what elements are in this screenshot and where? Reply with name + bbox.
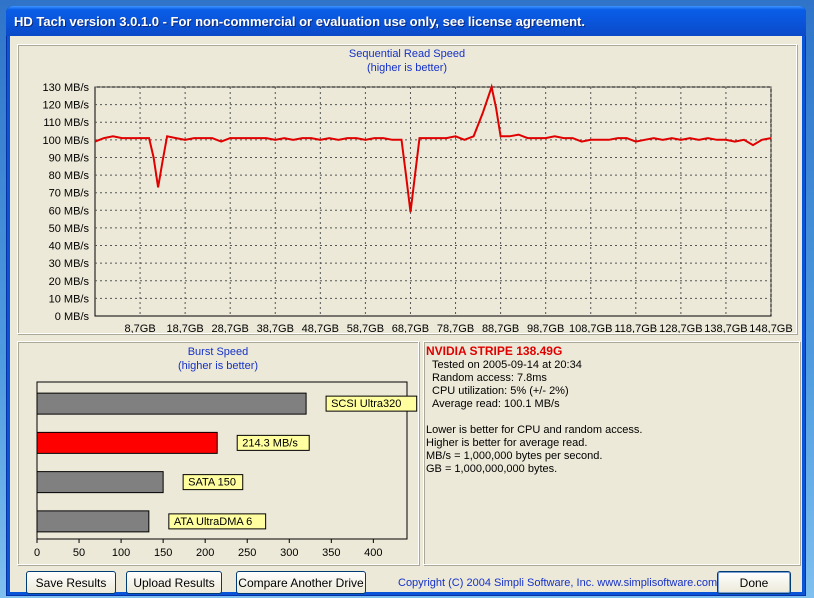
sequential-y-tick-label: 90 MB/s (49, 152, 90, 164)
sequential-subtitle-text: (higher is better) (366, 62, 448, 74)
title-bar[interactable]: HD Tach version 3.0.1.0 - For non-commer… (6, 6, 806, 36)
sequential-x-tick-label: 78,7GB (437, 323, 474, 333)
sequential-x-tick-label: 148,7GB (749, 323, 792, 333)
burst-x-tick-label: 350 (322, 547, 340, 559)
note-mbs-definition: MB/s = 1,000,000 bytes per second. (426, 450, 603, 462)
sequential-title-text: Sequential Read Speed (348, 48, 466, 60)
sequential-x-tick-label: 8,7GB (124, 323, 155, 333)
burst-x-tick-label: 250 (238, 547, 256, 559)
burst-bar-label: SATA 150 (188, 477, 236, 489)
sequential-read-series-line (94, 83, 772, 213)
sequential-y-tick-label: 120 MB/s (43, 100, 90, 112)
burst-bar-label-box (168, 513, 267, 530)
burst-chart-title: Burst Speed (higher is better) (18, 345, 418, 373)
burst-bar (36, 392, 307, 415)
sequential-y-tick-label: 20 MB/s (49, 276, 90, 288)
burst-bar-label: SCSI Ultra320 (331, 398, 401, 410)
burst-bar-label-box (236, 434, 310, 451)
tested-date: Tested on 2005-09-14 at 20:34 (432, 359, 582, 371)
results-info-panel: NVIDIA STRIPE 138.49G Tested on 2005-09-… (423, 341, 800, 565)
burst-speed-panel: Burst Speed (higher is better) 0 50 100 150… (17, 341, 419, 565)
sequential-y-tick-label: 10 MB/s (49, 293, 90, 305)
burst-x-tick-label: 0 (34, 547, 40, 559)
client-area: Sequential Read Speed (higher is better)… (10, 36, 802, 594)
sequential-chart-title: Sequential Read Speed (higher is better) (18, 47, 796, 75)
sequential-y-tick-label: 60 MB/s (49, 205, 90, 217)
sequential-x-tick-label: 58,7GB (347, 323, 384, 333)
burst-bar (36, 510, 150, 533)
sequential-y-tick-label: 130 MB/s (43, 82, 90, 94)
sequential-x-tick-label: 68,7GB (392, 323, 429, 333)
sequential-plot-area (94, 86, 772, 317)
sequential-x-tick-label: 48,7GB (302, 323, 339, 333)
sequential-y-tick-label: 70 MB/s (49, 188, 90, 200)
sequential-x-tick-label: 88,7GB (482, 323, 519, 333)
copyright-text: Copyright (C) 2004 Simpli Software, Inc.… (398, 577, 718, 589)
drive-name: NVIDIA STRIPE 138.49G (426, 344, 563, 358)
burst-bar (36, 471, 164, 494)
save-results-button[interactable]: Save Results (26, 571, 116, 594)
sequential-y-tick-label: 100 MB/s (43, 135, 90, 147)
burst-bar-label-box (325, 395, 418, 412)
burst-x-tick-label: 150 (154, 547, 172, 559)
burst-speed-chart: 0 50 100 150 200 250 300 350 400 SCSI Ultra320 214… (34, 381, 418, 559)
sequential-y-tick-label: 110 MB/s (43, 117, 89, 129)
sequential-x-tick-label: 118,7GB (614, 323, 657, 333)
sequential-read-chart: 0 MB/s 10 MB/s 20 MB/s 30 MB/s 40 MB/s 50 MB/… (43, 82, 793, 333)
sequential-x-tick-label: 28,7GB (212, 323, 249, 333)
burst-subtitle-text: (higher is better) (177, 360, 259, 372)
burst-bar-label: 214.3 MB/s (242, 437, 298, 449)
sequential-x-tick-label: 18,7GB (166, 323, 203, 333)
sequential-x-tick-label: 38,7GB (257, 323, 294, 333)
sequential-x-tick-label: 128,7GB (659, 323, 702, 333)
average-read: Average read: 100.1 MB/s (432, 398, 560, 410)
burst-x-tick-label: 200 (196, 547, 214, 559)
burst-x-tick-label: 100 (112, 547, 130, 559)
random-access: Random access: 7.8ms (432, 372, 547, 384)
sequential-read-panel: Sequential Read Speed (higher is better)… (17, 44, 797, 334)
sequential-y-tick-label: 80 MB/s (49, 170, 90, 182)
compare-drive-button[interactable]: Compare Another Drive (236, 571, 366, 594)
upload-results-button[interactable]: Upload Results (126, 571, 222, 594)
burst-bar (36, 431, 218, 454)
note-gb-definition: GB = 1,000,000,000 bytes. (426, 463, 558, 475)
burst-x-tick-label: 300 (280, 547, 298, 559)
sequential-y-tick-label: 40 MB/s (49, 241, 90, 253)
burst-title-text: Burst Speed (187, 346, 249, 358)
sequential-y-tick-label: 50 MB/s (49, 223, 90, 235)
window-title: HD Tach version 3.0.1.0 - For non-commer… (14, 14, 585, 29)
done-button[interactable]: Done (717, 571, 791, 594)
burst-bar-label: ATA UltraDMA 6 (174, 516, 252, 528)
sequential-x-tick-label: 98,7GB (527, 323, 564, 333)
burst-bar-label-box (182, 474, 244, 491)
sequential-x-tick-label: 138,7GB (704, 323, 747, 333)
sequential-y-tick-label: 0 MB/s (55, 311, 90, 323)
note-lower-better: Lower is better for CPU and random acces… (426, 424, 643, 436)
burst-x-tick-label: 400 (364, 547, 382, 559)
note-higher-better: Higher is better for average read. (426, 437, 588, 449)
sequential-y-tick-label: 30 MB/s (49, 258, 90, 270)
app-window: HD Tach version 3.0.1.0 - For non-commer… (6, 6, 806, 596)
sequential-x-tick-label: 108,7GB (569, 323, 612, 333)
burst-x-tick-label: 50 (73, 547, 85, 559)
cpu-utilization: CPU utilization: 5% (+/- 2%) (432, 385, 569, 397)
